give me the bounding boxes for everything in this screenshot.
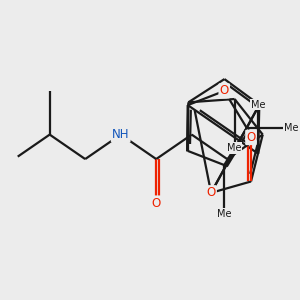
Text: O: O <box>220 85 229 98</box>
Text: Me: Me <box>217 209 232 219</box>
Text: O: O <box>206 186 216 199</box>
Text: NH: NH <box>112 128 129 141</box>
Text: Me: Me <box>251 100 266 110</box>
Text: Me: Me <box>284 123 298 133</box>
Text: O: O <box>246 131 256 144</box>
Text: Me: Me <box>227 143 242 153</box>
Text: O: O <box>152 196 161 210</box>
